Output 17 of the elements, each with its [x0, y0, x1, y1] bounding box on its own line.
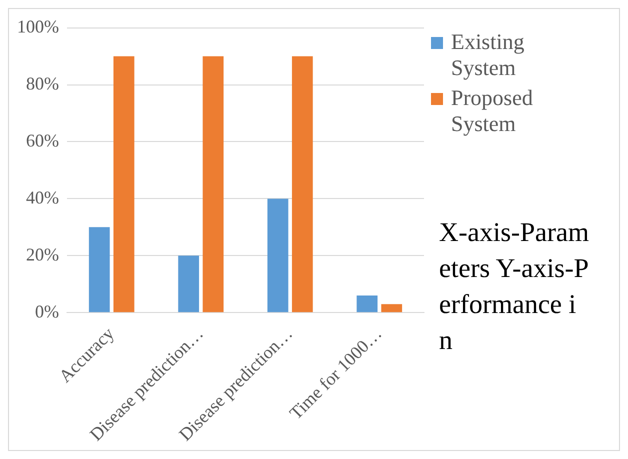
bar	[88, 227, 110, 312]
bar	[202, 56, 224, 312]
y-tick-label: 60%	[26, 130, 59, 150]
bar	[381, 304, 402, 312]
bar	[178, 256, 200, 312]
legend-label: Existing System	[451, 29, 526, 81]
y-tick-label: 20%	[26, 244, 59, 264]
bar	[356, 296, 378, 312]
text: X-axis-Parameters Y-axis-Performance in	[439, 214, 589, 358]
bar	[113, 56, 134, 312]
y-tick-label: 40%	[26, 187, 59, 208]
y-tick-label: 0%	[34, 301, 59, 322]
bar	[292, 56, 313, 312]
bar	[267, 198, 288, 312]
y-tick-label: 100%	[16, 16, 59, 37]
y-tick-label: 80%	[26, 74, 59, 94]
legend-label: Proposed System	[451, 85, 534, 137]
